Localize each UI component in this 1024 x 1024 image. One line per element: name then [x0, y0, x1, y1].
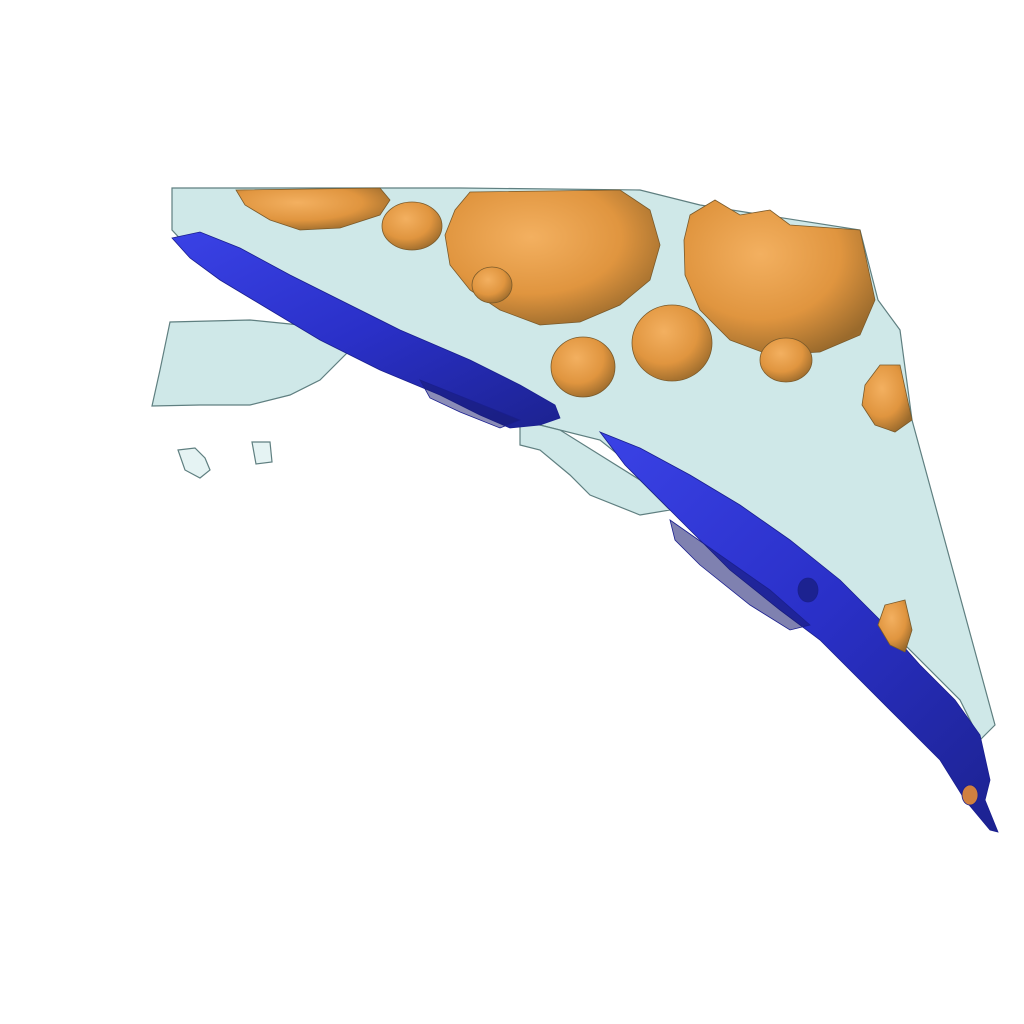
vessel-tip-knot: [961, 784, 979, 806]
nodule-edge-right: [861, 364, 913, 433]
membrane-fragment: [177, 447, 211, 479]
nodule-mid-small: [550, 336, 616, 398]
membrane-lower-flap: [519, 419, 672, 516]
orange-nodules: [235, 187, 913, 653]
vessel-lower-shadow: [669, 519, 811, 631]
nodule-top-left: [235, 187, 391, 231]
vessel-upper: [171, 231, 561, 429]
membrane-fragment: [251, 441, 273, 465]
blue-vessel-structures: [171, 231, 999, 833]
vessel-knot: [797, 577, 819, 603]
nodule-mid-round: [631, 304, 713, 382]
vessel-upper-shadow: [419, 379, 522, 429]
nodule-right-small: [759, 337, 813, 383]
nodule-lower-right: [877, 599, 913, 653]
nodule-small-round: [381, 201, 443, 251]
nodule-bud: [471, 266, 513, 304]
nodule-large-right: [683, 199, 876, 356]
membrane-left-flap: [151, 319, 351, 407]
